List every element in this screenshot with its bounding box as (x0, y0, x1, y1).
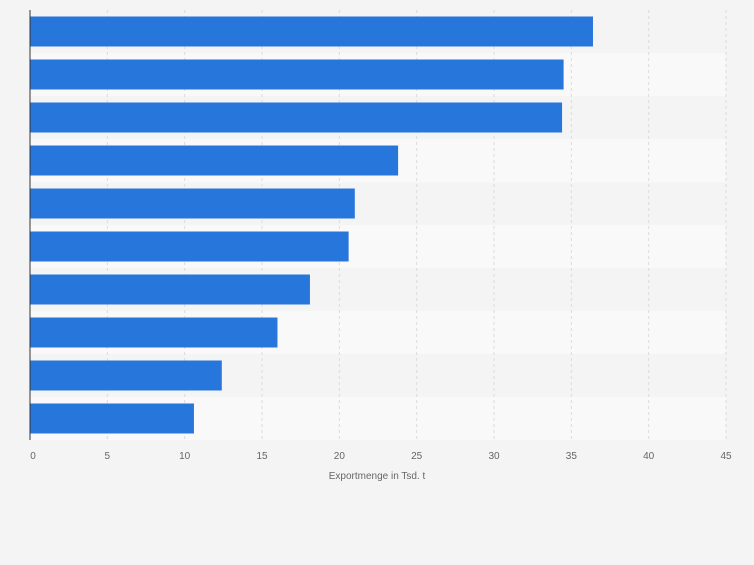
x-tick-label: 0 (30, 451, 36, 462)
x-tick-label: 10 (179, 451, 191, 462)
x-tick-label: 15 (256, 451, 268, 462)
x-tick-label: 40 (643, 451, 655, 462)
bars (30, 16, 593, 434)
x-tick-label: 30 (488, 451, 500, 462)
x-tick-label: 35 (566, 451, 578, 462)
bar (30, 317, 278, 348)
bar (30, 274, 310, 305)
bar (30, 231, 349, 262)
x-axis-ticks: 0 5 10 15 20 25 30 35 40 45 (30, 451, 732, 462)
x-tick-label: 45 (720, 451, 732, 462)
bar (30, 59, 564, 90)
bar (30, 360, 222, 391)
bar (30, 102, 563, 133)
x-axis-label: Exportmenge in Tsd. t (329, 471, 426, 482)
bar (30, 16, 593, 47)
x-tick-label: 20 (334, 451, 346, 462)
x-tick-label: 5 (105, 451, 111, 462)
bar (30, 145, 399, 176)
x-tick-label: 25 (411, 451, 423, 462)
bar (30, 188, 355, 219)
bar (30, 403, 194, 434)
